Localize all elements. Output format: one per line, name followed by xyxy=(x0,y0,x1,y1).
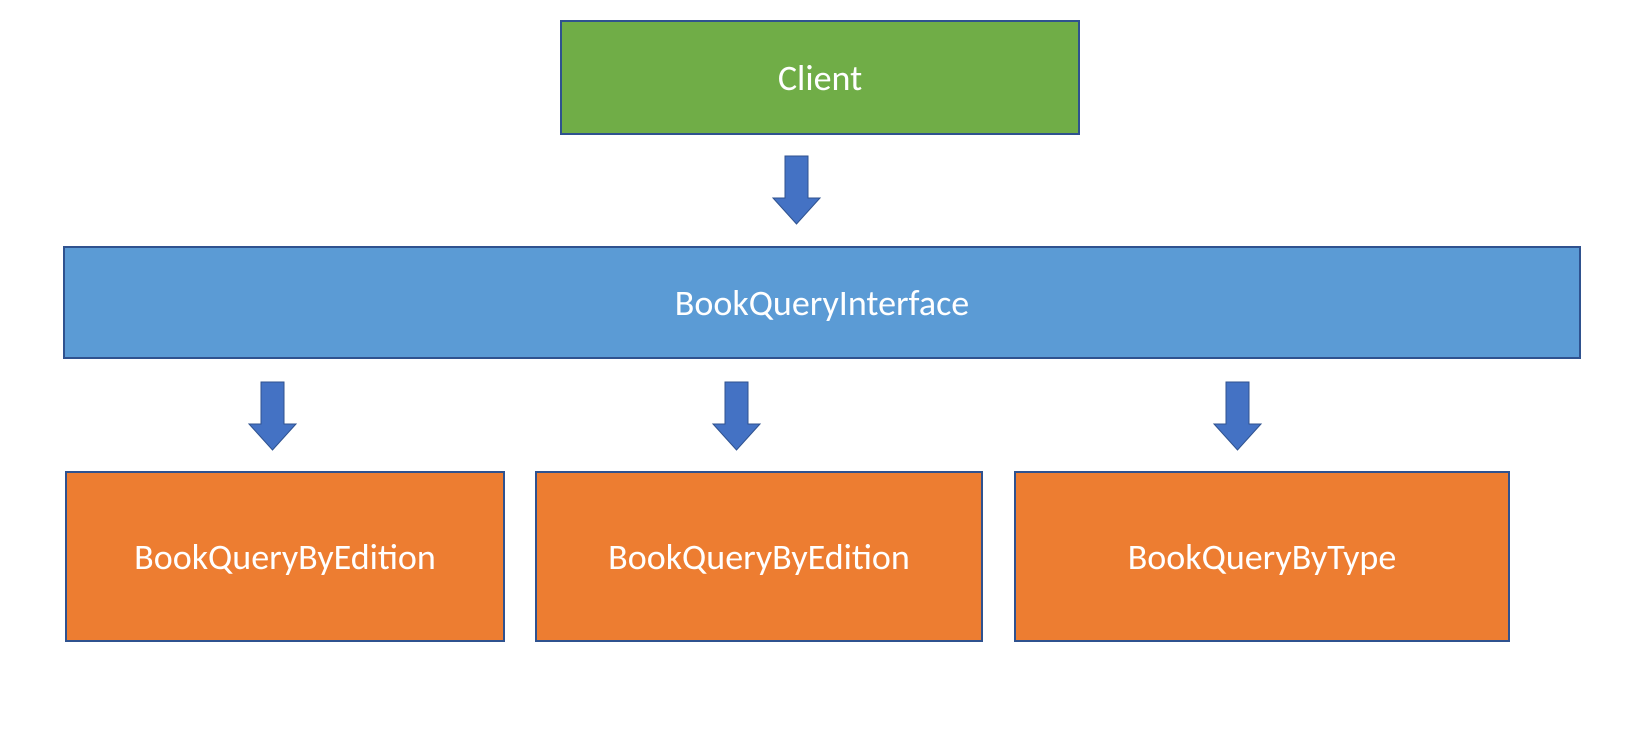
node-impl1-label: BookQueryByEdition xyxy=(134,535,436,579)
arrow-2 xyxy=(711,380,762,452)
node-interface: BookQueryInterface xyxy=(63,246,1581,359)
node-impl3-label: BookQueryByType xyxy=(1128,535,1397,579)
arrow-0 xyxy=(771,154,822,226)
node-interface-label: BookQueryInterface xyxy=(675,281,969,325)
node-impl1: BookQueryByEdition xyxy=(65,471,505,642)
node-client: Client xyxy=(560,20,1080,135)
arrow-3 xyxy=(1212,380,1263,452)
node-impl3: BookQueryByType xyxy=(1014,471,1510,642)
node-impl2-label: BookQueryByEdition xyxy=(608,535,910,579)
arrow-1 xyxy=(247,380,298,452)
node-impl2: BookQueryByEdition xyxy=(535,471,983,642)
node-client-label: Client xyxy=(778,56,862,100)
